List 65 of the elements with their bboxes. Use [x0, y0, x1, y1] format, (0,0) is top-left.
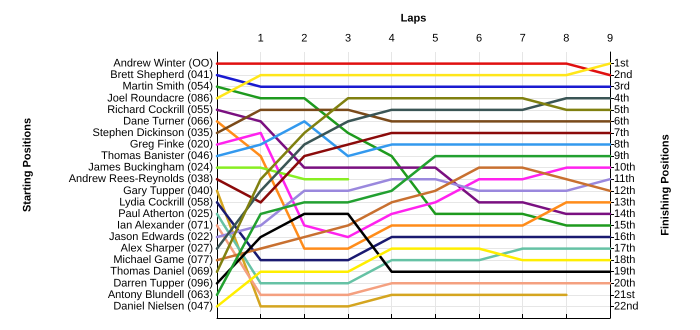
y2-tick-label: 17th: [614, 242, 636, 255]
series-label: Richard Cockrill (055): [107, 104, 213, 116]
x-tick-label: 2: [301, 32, 308, 44]
line-series: [216, 108, 612, 216]
line-series: [216, 132, 612, 204]
y2-tick-label: 22nd: [614, 300, 638, 312]
y2-tick-label: 16th: [614, 231, 636, 244]
y2-tick-label: 21st: [614, 288, 635, 301]
y2-tick-label: 12th: [614, 184, 636, 197]
y2-axis-title: Finishing Positions: [660, 134, 672, 236]
x-axis-title: Laps: [400, 12, 426, 24]
y2-tick-label: 11th: [614, 173, 635, 186]
series-label: Thomas Daniel (069): [110, 266, 213, 278]
y2-tick-label: 7th: [614, 126, 630, 139]
y2-tick-label: 8th: [614, 138, 630, 151]
x-tick-label: 8: [563, 32, 570, 44]
line-series: [216, 132, 612, 238]
series-label: Antony Blundell (063): [108, 288, 213, 301]
series-label: Stephen Dickinson (035): [92, 126, 213, 139]
y2-tick-label: 18th: [614, 254, 636, 266]
series-label: Joel Roundacre (086): [107, 92, 213, 104]
y2-tick-label: 19th: [614, 266, 636, 278]
x-tick-label: 6: [476, 32, 482, 44]
y2-tick-label: 5th: [614, 104, 630, 116]
y2-tick-label: 9th: [614, 150, 630, 162]
series-label: James Buckingham (024): [88, 162, 213, 174]
x-tick-label: 3: [344, 32, 352, 44]
series-label: Daniel Nielsen (047): [113, 300, 213, 312]
series-label: Thomas Banister (046): [101, 150, 213, 162]
x-tick-label: 7: [520, 32, 526, 44]
y2-tick-label: 10th: [614, 162, 636, 174]
y2-tick-label: 6th: [614, 115, 630, 128]
series-label: Michael Game (077): [113, 254, 213, 266]
series-label: Dane Turner (066): [123, 115, 213, 128]
y2-tick-label: 4th: [614, 92, 630, 104]
x-tick-label: 1: [258, 32, 264, 44]
series-label: Gary Tupper (040): [123, 184, 213, 197]
x-tick-label: 5: [432, 32, 438, 44]
series-label: Ian Alexander (071): [116, 219, 213, 232]
series-label: Andrew Rees-Reynolds (038): [68, 173, 213, 186]
series-label: Martin Smith (054): [122, 80, 213, 93]
line-series: [216, 120, 612, 250]
line-series: [216, 247, 612, 308]
line-series: [216, 85, 612, 227]
series-label: Greg Finke (020): [130, 138, 213, 151]
line-series: [216, 154, 612, 296]
y2-tick-label: 15th: [614, 219, 636, 232]
series-label: Alex Sharper (027): [120, 242, 213, 255]
y2-tick-label: 14th: [614, 208, 636, 220]
x-tick-label: 9: [606, 32, 614, 44]
y2-tick-label: 3rd: [614, 80, 630, 93]
y2-tick-label: 2nd: [614, 69, 632, 82]
series-label: Paul Atherton (025): [118, 208, 213, 220]
y2-tick-label: 20th: [614, 277, 636, 290]
series-label: Darren Tupper (096): [113, 277, 213, 290]
x-tick-label: 4: [388, 32, 395, 44]
y2-tick-label: 13th: [614, 196, 636, 208]
series-label: Jason Edwards (022): [109, 231, 213, 244]
series-label: Andrew Winter (OO): [113, 58, 213, 70]
line-series: [216, 166, 612, 262]
text: Starting Positions: [22, 118, 34, 212]
series-label: Brett Shepherd (041): [110, 69, 213, 82]
y2-tick-label: 1st: [614, 58, 629, 70]
line-series: [216, 178, 612, 238]
series-label: Lydia Cockrill (058): [119, 196, 213, 208]
